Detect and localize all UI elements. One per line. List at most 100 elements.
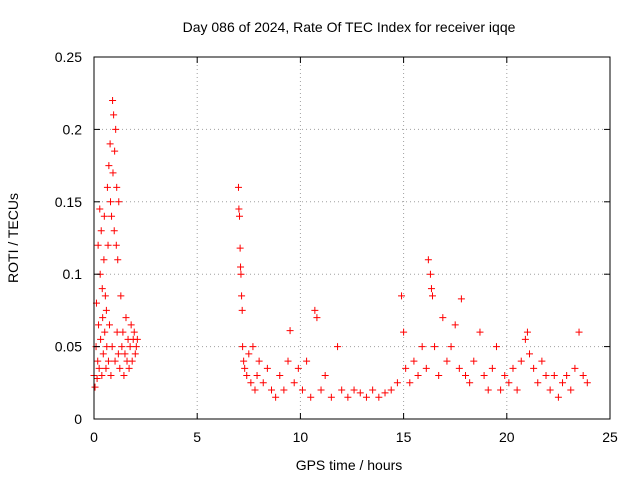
data-point — [263, 364, 271, 372]
data-point — [447, 343, 455, 351]
data-point — [91, 383, 99, 391]
data-point — [102, 364, 110, 372]
data-point — [109, 169, 117, 177]
data-point — [303, 357, 311, 365]
data-point — [513, 386, 521, 394]
data-point — [321, 372, 329, 380]
data-point — [521, 335, 529, 343]
plot-frame — [93, 56, 611, 420]
data-point — [350, 386, 358, 394]
data-point — [523, 328, 531, 336]
data-point — [422, 364, 430, 372]
data-point — [280, 386, 288, 394]
data-point — [128, 357, 136, 365]
data-point — [241, 364, 249, 372]
data-point — [98, 285, 106, 293]
data-point — [96, 205, 104, 213]
data-point — [117, 292, 125, 300]
data-point — [542, 372, 550, 380]
data-point — [387, 386, 395, 394]
data-point — [259, 379, 267, 387]
data-point — [484, 386, 492, 394]
data-point — [455, 364, 463, 372]
data-point — [114, 350, 122, 358]
data-point — [575, 328, 583, 336]
data-point — [253, 372, 261, 380]
data-point — [554, 393, 562, 401]
data-point — [131, 350, 139, 358]
data-point — [272, 393, 280, 401]
data-point — [104, 357, 112, 365]
data-point — [410, 357, 418, 365]
data-point — [100, 212, 108, 220]
data-point — [236, 244, 244, 252]
data-point — [362, 393, 370, 401]
data-point — [517, 357, 525, 365]
data-point — [424, 256, 432, 264]
data-point — [406, 379, 414, 387]
data-point — [284, 357, 292, 365]
data-point — [97, 335, 105, 343]
data-point — [111, 147, 119, 155]
data-point — [402, 364, 410, 372]
data-point — [311, 306, 319, 314]
data-point — [122, 314, 130, 322]
data-point — [243, 372, 251, 380]
data-point — [115, 198, 123, 206]
data-point — [470, 357, 478, 365]
data-point — [251, 386, 259, 394]
data-point — [101, 292, 109, 300]
data-point — [466, 379, 474, 387]
data-point — [105, 321, 113, 329]
data-points — [90, 96, 591, 401]
data-point — [313, 314, 321, 322]
data-point — [546, 386, 554, 394]
y-tick-label: 0.1 — [63, 266, 83, 282]
y-axis-title: ROTI / TECUs — [5, 193, 21, 283]
data-point — [307, 393, 315, 401]
data-point — [112, 125, 120, 133]
data-point — [534, 379, 542, 387]
data-point — [501, 372, 509, 380]
x-tick-label: 20 — [499, 429, 515, 445]
data-point — [457, 295, 465, 303]
data-point — [236, 212, 244, 220]
data-point — [238, 306, 246, 314]
data-point — [249, 343, 257, 351]
data-point — [113, 183, 121, 191]
data-point — [114, 256, 122, 264]
x-axis: 0 5 10 15 20 25 — [90, 57, 618, 445]
data-point — [567, 386, 575, 394]
data-point — [101, 328, 109, 336]
data-point — [105, 162, 113, 170]
y-tick-label: 0.05 — [55, 339, 82, 355]
x-tick-label: 15 — [396, 429, 412, 445]
y-axis: 0 0.05 0.1 0.15 0.2 0.25 — [55, 49, 610, 427]
data-point — [107, 198, 115, 206]
data-point — [99, 350, 107, 358]
data-point — [298, 386, 306, 394]
data-point — [121, 350, 129, 358]
data-point — [118, 343, 126, 351]
data-point — [356, 389, 364, 397]
data-point — [276, 372, 284, 380]
data-point — [268, 386, 276, 394]
data-point — [95, 321, 103, 329]
data-point — [476, 328, 484, 336]
data-point — [579, 372, 587, 380]
x-tick-label: 25 — [602, 429, 618, 445]
data-point — [102, 306, 110, 314]
data-point — [235, 205, 243, 213]
y-tick-label: 0.25 — [55, 49, 82, 65]
data-point — [338, 386, 346, 394]
x-tick-label: 10 — [293, 429, 309, 445]
data-point — [583, 379, 591, 387]
data-point — [492, 343, 500, 351]
data-point — [126, 343, 134, 351]
data-point — [327, 393, 335, 401]
data-point — [530, 364, 538, 372]
data-point — [237, 270, 245, 278]
data-point — [103, 183, 111, 191]
data-point — [294, 364, 302, 372]
